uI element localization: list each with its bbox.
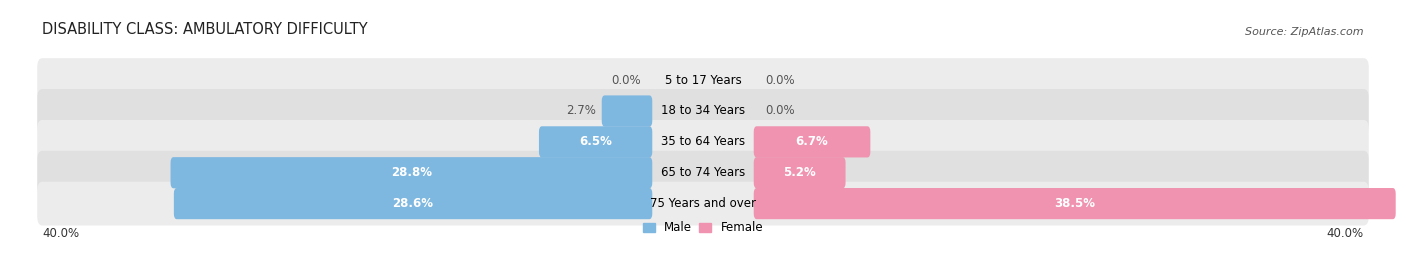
Legend: Male, Female: Male, Female: [638, 217, 768, 239]
FancyBboxPatch shape: [170, 157, 652, 188]
FancyBboxPatch shape: [37, 58, 1369, 102]
Text: 40.0%: 40.0%: [42, 227, 79, 240]
Text: 6.7%: 6.7%: [796, 135, 828, 148]
Text: 0.0%: 0.0%: [612, 74, 641, 87]
Text: 0.0%: 0.0%: [765, 104, 794, 118]
Text: Source: ZipAtlas.com: Source: ZipAtlas.com: [1246, 27, 1364, 37]
FancyBboxPatch shape: [174, 188, 652, 219]
Text: 75 Years and over: 75 Years and over: [650, 197, 756, 210]
Text: 40.0%: 40.0%: [1327, 227, 1364, 240]
FancyBboxPatch shape: [37, 89, 1369, 133]
Text: 6.5%: 6.5%: [579, 135, 612, 148]
Text: 5.2%: 5.2%: [783, 166, 815, 179]
Text: 38.5%: 38.5%: [1054, 197, 1095, 210]
Text: 0.0%: 0.0%: [765, 74, 794, 87]
FancyBboxPatch shape: [37, 182, 1369, 225]
FancyBboxPatch shape: [754, 188, 1396, 219]
Text: 28.8%: 28.8%: [391, 166, 432, 179]
Text: 2.7%: 2.7%: [567, 104, 596, 118]
FancyBboxPatch shape: [602, 95, 652, 127]
FancyBboxPatch shape: [37, 120, 1369, 164]
FancyBboxPatch shape: [37, 151, 1369, 195]
FancyBboxPatch shape: [754, 126, 870, 157]
Text: 35 to 64 Years: 35 to 64 Years: [661, 135, 745, 148]
FancyBboxPatch shape: [754, 157, 845, 188]
Text: 28.6%: 28.6%: [392, 197, 433, 210]
Text: 18 to 34 Years: 18 to 34 Years: [661, 104, 745, 118]
FancyBboxPatch shape: [538, 126, 652, 157]
Text: DISABILITY CLASS: AMBULATORY DIFFICULTY: DISABILITY CLASS: AMBULATORY DIFFICULTY: [42, 22, 368, 37]
Text: 5 to 17 Years: 5 to 17 Years: [665, 74, 741, 87]
Text: 65 to 74 Years: 65 to 74 Years: [661, 166, 745, 179]
